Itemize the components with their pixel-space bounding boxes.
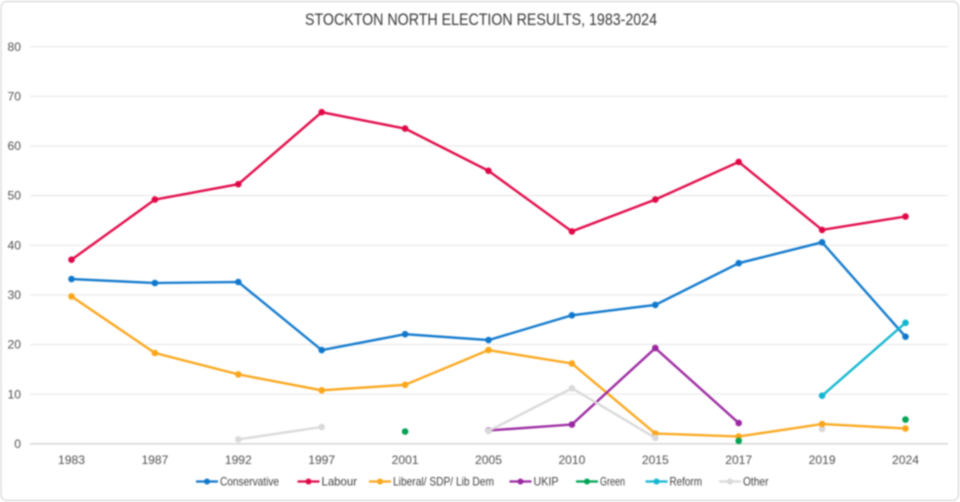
svg-text:Conservative: Conservative	[220, 475, 279, 489]
svg-text:0: 0	[14, 437, 21, 451]
svg-text:70: 70	[8, 89, 22, 103]
svg-text:2015: 2015	[642, 453, 669, 467]
svg-text:1987: 1987	[141, 453, 168, 467]
svg-text:2010: 2010	[558, 453, 585, 467]
svg-text:40: 40	[8, 238, 22, 252]
svg-text:2005: 2005	[475, 453, 502, 467]
svg-text:1983: 1983	[58, 453, 85, 467]
svg-text:1992: 1992	[225, 453, 252, 467]
svg-text:50: 50	[8, 189, 22, 203]
svg-text:20: 20	[8, 338, 22, 352]
svg-text:10: 10	[8, 387, 22, 401]
svg-text:Other: Other	[743, 475, 769, 489]
svg-text:60: 60	[8, 139, 22, 153]
svg-text:Labour: Labour	[322, 475, 358, 489]
svg-text:Liberal/ SDP/ Lib Dem: Liberal/ SDP/ Lib Dem	[393, 475, 494, 489]
svg-text:Reform: Reform	[670, 475, 703, 489]
svg-text:30: 30	[8, 288, 22, 302]
svg-text:1997: 1997	[308, 453, 335, 467]
svg-text:UKIP: UKIP	[534, 475, 559, 489]
svg-text:80: 80	[8, 40, 22, 54]
svg-text:Green: Green	[600, 475, 625, 489]
svg-text:STOCKTON NORTH ELECTION RESULT: STOCKTON NORTH ELECTION RESULTS, 1983-20…	[305, 10, 657, 29]
svg-text:2017: 2017	[725, 453, 752, 467]
svg-text:2001: 2001	[392, 453, 419, 467]
svg-text:2024: 2024	[892, 453, 919, 467]
svg-text:2019: 2019	[809, 453, 836, 467]
